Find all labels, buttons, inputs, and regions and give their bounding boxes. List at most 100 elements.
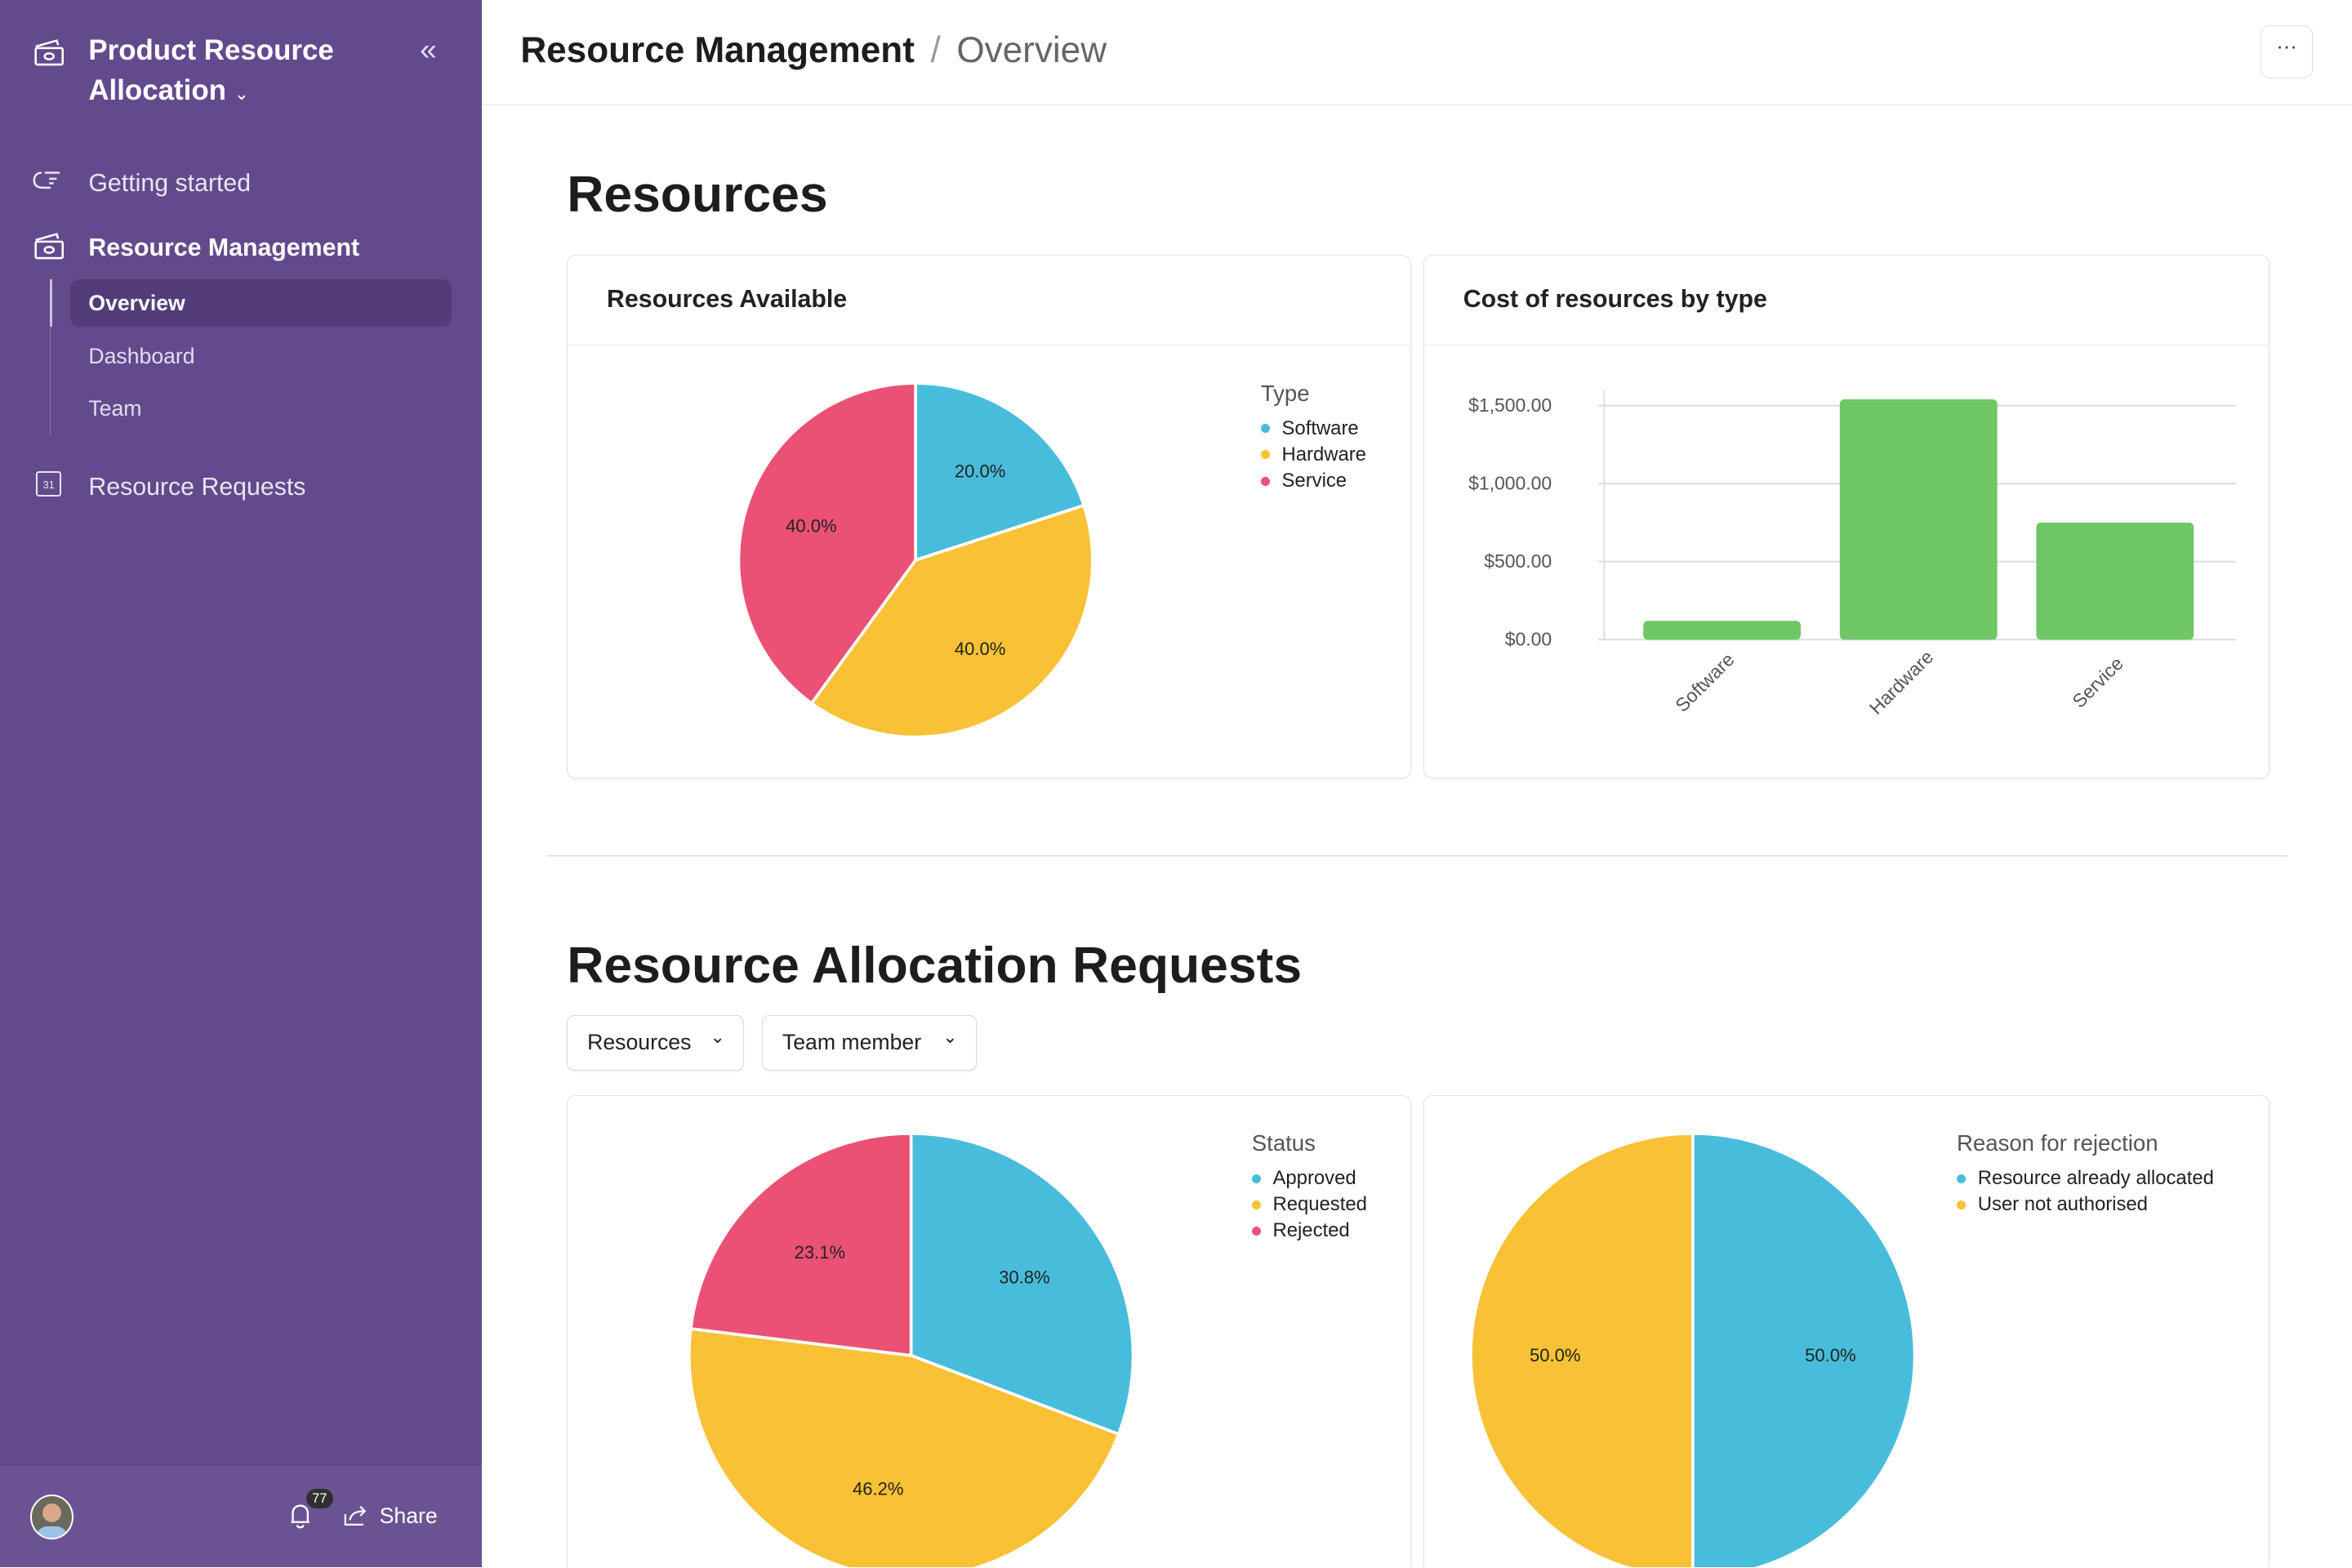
- y-tick-label: $0.00: [1505, 629, 1552, 650]
- workspace-title-text: Product Resource Allocation: [88, 33, 334, 107]
- nav-tree-line: [49, 278, 51, 435]
- resources-heading: Resources: [567, 166, 828, 224]
- notification-badge: 77: [305, 1488, 333, 1508]
- status-pie: 30.8% 46.2% 23.1%: [688, 1131, 1135, 1568]
- sidebar-footer: 77 Share: [0, 1463, 482, 1568]
- nav-active-indicator: [49, 278, 53, 327]
- legend-dot: [1260, 450, 1270, 460]
- pie-label: 40.0%: [786, 516, 836, 537]
- resources-available-pie: 20.0% 40.0% 40.0%: [737, 381, 1094, 739]
- y-tick-label: $500.00: [1484, 550, 1552, 572]
- y-tick-label: $1,000.00: [1468, 473, 1552, 494]
- legend-item[interactable]: User not authorised: [1957, 1192, 2214, 1218]
- money-icon: [34, 39, 65, 66]
- x-tick-label: Service: [2068, 653, 2127, 711]
- legend-label: User not authorised: [1977, 1193, 2148, 1216]
- cost-by-type-card: Cost of resources by type $0.00 $500.00 $1…: [1423, 255, 2270, 779]
- pie-slice-service[interactable]: [737, 381, 918, 706]
- pie-slice-hardware[interactable]: [809, 503, 1094, 739]
- legend-item[interactable]: Hardware: [1260, 442, 1366, 468]
- legend-dot: [1957, 1174, 1967, 1183]
- more-options-button[interactable]: ···: [2260, 25, 2314, 78]
- calendar-day: 31: [42, 479, 55, 492]
- cost-bar-chart: $0.00 $500.00 $1,000.00 $1,500.00 Software Ha…: [1468, 390, 2236, 719]
- breadcrumb-separator: /: [930, 29, 941, 70]
- breadcrumb-section[interactable]: Resource Management: [520, 29, 915, 70]
- resources-available-card: Resources Available 20.0% 40.0% 40.0% Type…: [567, 255, 1412, 779]
- sidebar-item-resource-management[interactable]: Resource Management: [88, 234, 360, 261]
- dropdown-label: Resources: [587, 1029, 692, 1054]
- legend-title: Status: [1251, 1130, 1316, 1156]
- sidebar-item-resource-requests[interactable]: Resource Requests: [88, 474, 306, 501]
- sidebar-item-getting-started[interactable]: Getting started: [88, 169, 252, 197]
- workspace-title[interactable]: Product Resource Allocation ⌄: [88, 30, 388, 114]
- card-title: Cost of resources by type: [1424, 256, 2269, 346]
- legend-title: Reason for rejection: [1957, 1130, 2158, 1156]
- pie-slice-rejected[interactable]: [688, 1131, 913, 1357]
- legend-dot: [1260, 476, 1270, 486]
- team-member-filter-dropdown[interactable]: Team member ⌄: [762, 1015, 977, 1071]
- legend-item[interactable]: Resource already allocated: [1957, 1165, 2214, 1192]
- legend-label: Requested: [1272, 1193, 1367, 1216]
- bar-hardware[interactable]: [1839, 399, 1998, 640]
- share-button[interactable]: Share: [379, 1503, 438, 1529]
- chevron-down-icon: ⌄: [942, 1027, 958, 1048]
- legend-label: Software: [1281, 416, 1359, 439]
- legend-item[interactable]: Approved: [1251, 1165, 1367, 1192]
- legend-item[interactable]: Software: [1260, 416, 1366, 442]
- pie-slice-user-not-authorised[interactable]: [1469, 1131, 1695, 1568]
- legend-dot: [1251, 1200, 1261, 1209]
- calendar-icon: 31: [36, 470, 62, 497]
- chevron-down-icon: ⌄: [234, 83, 250, 105]
- legend-dot: [1251, 1174, 1261, 1183]
- pie-label: 50.0%: [1530, 1345, 1580, 1365]
- legend-label: Rejected: [1272, 1219, 1350, 1242]
- share-icon[interactable]: [344, 1505, 368, 1526]
- pie-slice-requested[interactable]: [688, 1326, 1121, 1568]
- money-icon: [34, 232, 65, 260]
- legend-dot: [1260, 424, 1270, 434]
- sidebar-item-team[interactable]: Team: [88, 395, 142, 421]
- pie-slice-software[interactable]: [914, 381, 1086, 563]
- pie-label: 20.0%: [955, 461, 1005, 482]
- x-tick-label: Hardware: [1865, 646, 1938, 719]
- section-divider: [547, 854, 2287, 857]
- y-tick-label: $1,500.00: [1468, 394, 1552, 416]
- status-card: 30.8% 46.2% 23.1% Status Approved Requested R…: [567, 1094, 1412, 1568]
- sidebar-item-overview[interactable]: Overview: [88, 291, 185, 316]
- pie-slice-approved[interactable]: [910, 1131, 1135, 1437]
- breadcrumb: Resource Management / Overview: [520, 30, 1107, 71]
- bar-software[interactable]: [1643, 621, 1802, 640]
- legend-item[interactable]: Service: [1260, 468, 1366, 494]
- pie-label: 23.1%: [795, 1242, 845, 1263]
- avatar[interactable]: [29, 1494, 74, 1540]
- legend-dot: [1251, 1226, 1261, 1236]
- legend-item[interactable]: Requested: [1251, 1192, 1367, 1218]
- resources-filter-dropdown[interactable]: Resources ⌄: [567, 1015, 744, 1071]
- legend-item[interactable]: Rejected: [1251, 1218, 1367, 1244]
- legend-title: Type: [1260, 380, 1310, 406]
- legend: Status Approved Requested Rejected: [1251, 1130, 1367, 1244]
- pie-slice-resource-already-allocated[interactable]: [1690, 1131, 1917, 1568]
- legend-dot: [1957, 1200, 1967, 1209]
- active-highlight: [70, 278, 452, 327]
- pie-label: 46.2%: [853, 1479, 903, 1499]
- top-header: Resource Management / Overview ···: [481, 0, 2352, 105]
- legend-label: Service: [1281, 470, 1348, 492]
- breadcrumb-page: Overview: [956, 29, 1107, 70]
- pie-label: 50.0%: [1805, 1345, 1855, 1365]
- legend-label: Resource already allocated: [1977, 1167, 2214, 1190]
- sidebar: Product Resource Allocation ⌄ « Getting …: [0, 0, 482, 1568]
- sidebar-item-dashboard[interactable]: Dashboard: [88, 343, 195, 368]
- pointing-hand-icon: [33, 171, 60, 189]
- legend-label: Approved: [1272, 1167, 1356, 1190]
- legend-label: Hardware: [1281, 443, 1366, 466]
- dropdown-label: Team member: [782, 1029, 922, 1054]
- bell-icon[interactable]: [288, 1503, 312, 1530]
- rejection-reason-card: 50.0% 50.0% Reason for rejection Resource …: [1423, 1094, 2270, 1568]
- collapse-sidebar-icon[interactable]: «: [420, 33, 437, 67]
- x-tick-label: Software: [1671, 648, 1738, 715]
- card-title: Resources Available: [568, 256, 1411, 346]
- pie-label: 40.0%: [955, 639, 1005, 659]
- bar-service[interactable]: [2036, 523, 2194, 640]
